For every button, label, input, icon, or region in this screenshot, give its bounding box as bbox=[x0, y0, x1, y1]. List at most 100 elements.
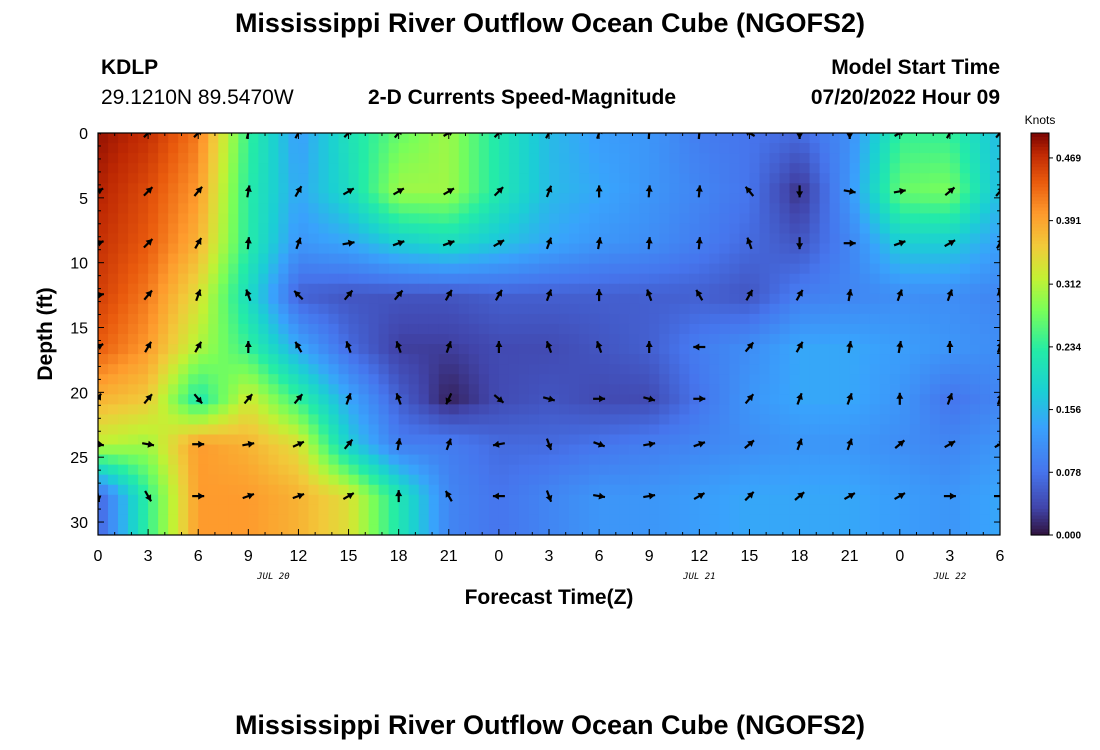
heatmap-cell bbox=[569, 213, 580, 225]
heatmap-cell bbox=[749, 434, 761, 446]
heatmap-cell bbox=[318, 253, 330, 265]
heatmap-cell bbox=[288, 444, 300, 456]
heatmap-cell bbox=[639, 143, 650, 154]
heatmap-cell bbox=[398, 323, 410, 335]
current-arrow bbox=[996, 343, 1000, 353]
heatmap-cell bbox=[649, 263, 660, 275]
heatmap-cell bbox=[338, 424, 350, 436]
heatmap-cell bbox=[278, 223, 290, 235]
heatmap-cell bbox=[358, 494, 370, 506]
heatmap-cell bbox=[118, 334, 129, 345]
heatmap-cell bbox=[188, 283, 199, 295]
heatmap-cell bbox=[178, 434, 189, 446]
colorbar-segment bbox=[1031, 156, 1049, 161]
heatmap-cell bbox=[819, 293, 831, 305]
heatmap-cell bbox=[579, 484, 590, 496]
heatmap-cell bbox=[428, 223, 440, 235]
heatmap-cell bbox=[549, 323, 560, 335]
heatmap-cell bbox=[458, 203, 470, 214]
heatmap-cell bbox=[438, 344, 450, 355]
heatmap-cell bbox=[208, 173, 219, 184]
heatmap-cell bbox=[589, 243, 600, 255]
heatmap-cell bbox=[498, 344, 510, 355]
heatmap-cell bbox=[879, 414, 891, 426]
heatmap-cell bbox=[629, 444, 640, 456]
heatmap-cell bbox=[789, 344, 801, 355]
heatmap-cell bbox=[639, 253, 650, 265]
heatmap-cell bbox=[428, 273, 440, 285]
heatmap-cell bbox=[318, 203, 330, 214]
heatmap-cell bbox=[619, 484, 630, 496]
heatmap-cell bbox=[248, 233, 259, 245]
heatmap-cell bbox=[258, 334, 269, 345]
heatmap-cell bbox=[729, 243, 741, 255]
heatmap-cell bbox=[378, 253, 390, 265]
heatmap-cell bbox=[579, 263, 590, 275]
heatmap-cell bbox=[609, 444, 620, 456]
heatmap-cell bbox=[749, 394, 761, 405]
heatmap-cell bbox=[268, 323, 279, 335]
heatmap-cell bbox=[989, 133, 1000, 144]
heatmap-cell bbox=[809, 303, 821, 315]
heatmap-cell bbox=[398, 223, 410, 235]
current-arrow bbox=[493, 186, 504, 197]
current-arrow bbox=[443, 133, 453, 137]
x-tick-label: 9 bbox=[244, 548, 253, 565]
heatmap-cell bbox=[619, 163, 630, 174]
heatmap-cell bbox=[649, 474, 660, 486]
heatmap-cell bbox=[769, 424, 781, 436]
heatmap-cell bbox=[208, 143, 219, 154]
heatmap-cell bbox=[368, 474, 380, 486]
heatmap-cell bbox=[528, 484, 540, 496]
heatmap-cell bbox=[839, 484, 851, 496]
current-arrow bbox=[194, 341, 203, 353]
heatmap-cell bbox=[118, 163, 129, 174]
heatmap-cell bbox=[749, 374, 761, 385]
heatmap-cell bbox=[278, 344, 290, 355]
heatmap-cell bbox=[218, 233, 229, 245]
heatmap-cell bbox=[639, 213, 650, 225]
heatmap-cell bbox=[689, 313, 700, 325]
heatmap-cell bbox=[248, 133, 259, 144]
heatmap-cell bbox=[148, 233, 159, 245]
heatmap-cell bbox=[198, 394, 209, 405]
heatmap-cell bbox=[599, 183, 610, 194]
heatmap-cell bbox=[839, 494, 851, 506]
heatmap-cell bbox=[569, 384, 580, 395]
heatmap-cell bbox=[879, 243, 891, 255]
heatmap-cell bbox=[128, 394, 139, 405]
heatmap-cell bbox=[989, 364, 1000, 375]
heatmap-cell bbox=[158, 283, 169, 295]
heatmap-cell bbox=[639, 494, 650, 506]
heatmap-cell bbox=[208, 183, 219, 194]
heatmap-cell bbox=[969, 354, 981, 365]
heatmap-cell bbox=[779, 233, 791, 245]
heatmap-cell bbox=[538, 183, 550, 194]
heatmap-cell bbox=[338, 454, 350, 466]
heatmap-cell bbox=[528, 233, 540, 245]
heatmap-cell bbox=[879, 323, 891, 335]
heatmap-cell bbox=[759, 424, 771, 436]
heatmap-cell bbox=[338, 514, 350, 526]
heatmap-cell bbox=[378, 193, 390, 204]
heatmap-cell bbox=[549, 203, 560, 214]
heatmap-cell bbox=[518, 474, 530, 486]
heatmap-cell bbox=[218, 524, 229, 535]
heatmap-cell bbox=[438, 243, 450, 255]
heatmap-cell bbox=[208, 384, 219, 395]
heatmap-cell bbox=[909, 213, 921, 225]
heatmap-cell bbox=[579, 193, 590, 204]
heatmap-cell bbox=[589, 504, 600, 516]
heatmap-cell bbox=[549, 334, 560, 345]
heatmap-cell bbox=[168, 303, 179, 315]
colorbar-segment bbox=[1031, 330, 1049, 335]
heatmap-cell bbox=[839, 424, 851, 436]
heatmap-cell bbox=[799, 514, 811, 526]
heatmap-cell bbox=[779, 243, 791, 255]
current-arrow bbox=[192, 440, 205, 448]
heatmap-cell bbox=[488, 344, 500, 355]
heatmap-cell bbox=[508, 283, 520, 295]
heatmap-cell bbox=[959, 213, 971, 225]
heatmap-cell bbox=[438, 514, 450, 526]
heatmap-cell bbox=[118, 253, 129, 265]
